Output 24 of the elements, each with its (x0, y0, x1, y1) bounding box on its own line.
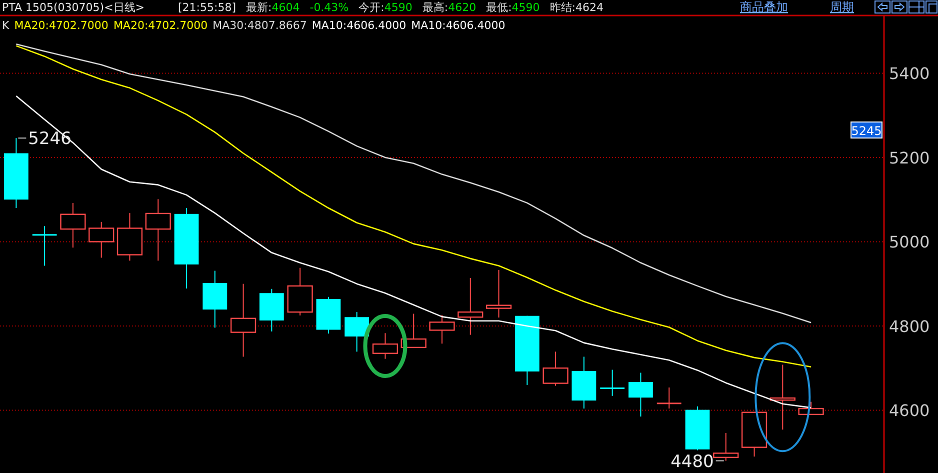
text: 商品叠加 (740, 0, 788, 14)
candlestick (458, 277, 484, 336)
y-tick-label: 5000 (889, 232, 930, 252)
text: 周期 (830, 0, 854, 14)
y-tick-label: 4600 (889, 401, 930, 420)
y-tick-label: 5400 (889, 64, 930, 84)
annotation: MA20:4702.7000 (113, 19, 208, 32)
text: [21:55:58] 最新:4604 -0.43% 今开:4590 最高:4620 最低:4590 昨结:4624 (178, 1, 604, 14)
annotation: 4480 (670, 452, 714, 472)
text: MA10:4606.4000 (312, 19, 406, 32)
annotation: 5246 (28, 129, 72, 150)
annotation: MA10:4606.4000 (411, 19, 506, 32)
series-label: MA20:4702.7000 (14, 19, 108, 32)
candlestick (600, 369, 625, 396)
y-tick-label: 4800 (889, 316, 930, 336)
text: MA30:4807.8667 (212, 19, 307, 32)
candlestick (486, 269, 512, 318)
chart-title: PTA 1505(030705)<日线> (2, 1, 145, 14)
candlestick (713, 432, 739, 462)
candlestick (656, 386, 682, 410)
annotation: K (2, 19, 10, 32)
annotation: 5245 (851, 124, 882, 138)
y-tick-label: 5200 (889, 148, 930, 168)
candlestick (32, 226, 57, 266)
